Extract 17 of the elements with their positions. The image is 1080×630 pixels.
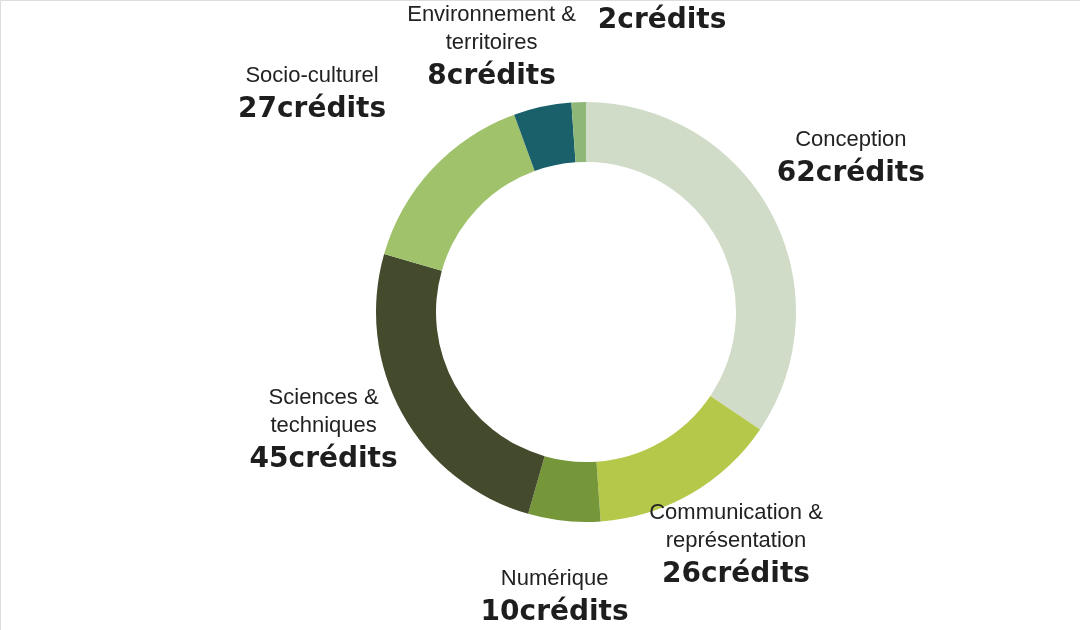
donut-slice [384, 114, 535, 271]
slice-label: Sciences & techniques [268, 384, 379, 438]
data-label: 10crédits [480, 594, 629, 628]
data-label: 62crédits [776, 155, 925, 189]
slice-label: Numérique [500, 565, 609, 591]
data-label: 27crédits [238, 91, 387, 125]
data-label: 2crédits [597, 2, 727, 35]
slice-label: Socio-culturel [245, 62, 379, 88]
donut-slice [514, 102, 576, 172]
data-label: 8crédits [427, 58, 556, 91]
data-label: 26crédits [661, 555, 811, 589]
data-label: 45crédits [249, 441, 398, 475]
donut-slice [571, 102, 586, 163]
slice-label: Environnement & territoires [407, 1, 577, 54]
donut-slice [528, 456, 601, 522]
slice-label: Conception [795, 126, 907, 152]
slice-label: Communication & représentation [649, 498, 824, 552]
